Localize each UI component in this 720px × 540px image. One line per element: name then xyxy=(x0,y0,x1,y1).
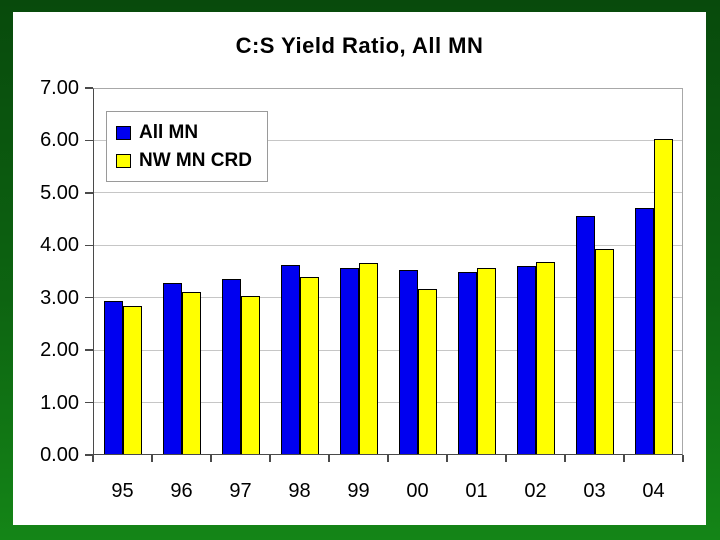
y-tick-5.00 xyxy=(85,192,93,194)
x-tick-4 xyxy=(328,455,330,462)
legend-swatch-nw-mn-crd xyxy=(116,153,131,168)
y-tick-2.00 xyxy=(85,349,93,351)
legend: All MN NW MN CRD xyxy=(106,111,268,182)
y-tick-3.00 xyxy=(85,296,93,299)
bar-nw-mn-crd-95 xyxy=(122,306,142,455)
x-axis-label-04: 04 xyxy=(642,480,665,502)
x-tick-10 xyxy=(682,455,684,462)
x-axis-label-95: 95 xyxy=(111,480,134,502)
x-axis-label-98: 98 xyxy=(288,480,311,502)
x-axis-label-96: 96 xyxy=(170,480,193,502)
bar-nw-mn-crd-02 xyxy=(535,262,555,455)
x-tick-6 xyxy=(446,455,448,462)
legend-label-nw-mn-crd: NW MN CRD xyxy=(139,149,252,171)
bar-all-mn-99 xyxy=(339,267,359,455)
y-tick-7.00 xyxy=(85,87,93,89)
x-tick-7 xyxy=(505,455,507,462)
y-axis-label-1.00: 1.00 xyxy=(40,391,79,414)
legend-swatch-all-mn xyxy=(116,125,131,140)
y-axis-label-2.00: 2.00 xyxy=(40,339,79,362)
bar-all-mn-97 xyxy=(221,278,241,455)
plot-area xyxy=(93,88,683,455)
bar-all-mn-98 xyxy=(280,265,300,455)
y-axis-label-0.00: 0.00 xyxy=(40,444,79,466)
gridline-6 xyxy=(93,139,683,141)
bar-nw-mn-crd-97 xyxy=(240,296,260,455)
x-axis-label-99: 99 xyxy=(347,480,370,502)
bar-nw-mn-crd-00 xyxy=(417,289,437,455)
bar-all-mn-00 xyxy=(398,270,418,455)
bar-all-mn-01 xyxy=(457,271,477,455)
slide: C:S Yield Ratio, All MN 0.00 1.00 2.00 3.00… xyxy=(13,12,706,525)
y-axis-label-7.00: 7.00 xyxy=(40,77,79,99)
x-tick-2 xyxy=(210,455,212,462)
x-tick-8 xyxy=(564,455,566,462)
gridline-3 xyxy=(93,297,683,299)
gridline-2 xyxy=(93,349,683,351)
x-tick-5 xyxy=(387,455,389,462)
y-axis-label-4.00: 4.00 xyxy=(40,234,79,257)
y-axis-label-5.00: 5.00 xyxy=(40,181,79,204)
x-axis-label-03: 03 xyxy=(583,480,606,502)
legend-item-all-mn: All MN xyxy=(116,122,267,144)
bar-nw-mn-crd-01 xyxy=(476,267,496,455)
x-axis-label-97: 97 xyxy=(229,480,252,502)
x-axis-label-00: 00 xyxy=(406,480,429,502)
bar-all-mn-04 xyxy=(634,207,654,455)
bar-all-mn-02 xyxy=(516,266,536,455)
bar-all-mn-95 xyxy=(103,301,123,455)
bar-all-mn-03 xyxy=(575,216,595,455)
bar-nw-mn-crd-04 xyxy=(653,139,673,455)
legend-item-nw-mn-crd: NW MN CRD xyxy=(116,150,267,172)
x-tick-1 xyxy=(151,455,153,462)
y-axis-label-6.00: 6.00 xyxy=(40,129,79,152)
x-tick-0 xyxy=(92,455,94,462)
gridline-1 xyxy=(93,402,683,404)
y-axis-label-3.00: 3.00 xyxy=(40,286,79,309)
y-tick-6.00 xyxy=(85,139,93,142)
x-axis-label-02: 02 xyxy=(524,480,547,502)
y-tick-0.00 xyxy=(85,454,93,456)
chart-title: C:S Yield Ratio, All MN xyxy=(235,33,484,58)
legend-label-all-mn: All MN xyxy=(139,121,199,143)
x-axis-label-01: 01 xyxy=(465,480,488,502)
bar-all-mn-96 xyxy=(162,283,182,455)
bar-nw-mn-crd-99 xyxy=(358,263,378,455)
y-tick-1.00 xyxy=(85,401,93,404)
gridline-5 xyxy=(93,192,683,194)
gridline-4 xyxy=(93,244,683,246)
x-tick-9 xyxy=(623,455,625,462)
x-tick-3 xyxy=(269,455,271,462)
bar-nw-mn-crd-96 xyxy=(181,292,201,455)
bar-nw-mn-crd-03 xyxy=(594,249,614,455)
bar-nw-mn-crd-98 xyxy=(299,277,319,455)
y-tick-4.00 xyxy=(85,244,93,247)
